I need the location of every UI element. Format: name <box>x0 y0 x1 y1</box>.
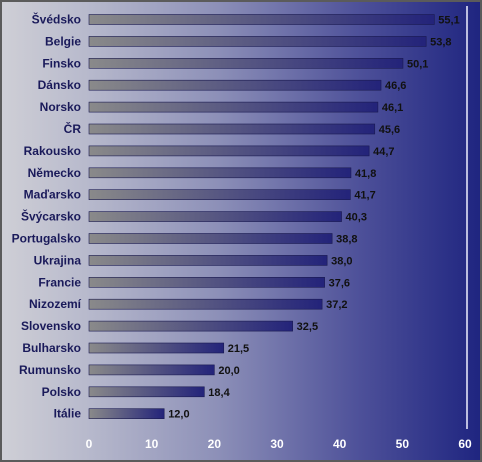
bar-value-label: 41,8 <box>355 168 376 180</box>
category-label: Dánsko <box>38 78 81 92</box>
category-label: Finsko <box>42 56 81 70</box>
category-label: ČR <box>64 121 82 136</box>
bar <box>88 36 427 47</box>
x-tick-label: 40 <box>333 437 347 451</box>
bar <box>88 167 352 179</box>
x-tick-label: 60 <box>458 437 472 451</box>
bar <box>88 342 225 354</box>
category-label: Slovensko <box>21 319 81 333</box>
bar <box>88 276 325 288</box>
category-label: Rumunsko <box>19 363 81 377</box>
bar <box>88 57 404 69</box>
category-label: Belgie <box>45 34 81 48</box>
bar-value-label: 32,5 <box>297 321 318 333</box>
category-label: Itálie <box>54 407 82 421</box>
bar-value-label: 53,8 <box>430 36 451 48</box>
bar <box>88 14 435 25</box>
category-label: Německo <box>28 166 81 180</box>
category-labels: Švédsko Belgie Finsko Dánsko Norsko ČR Rakousk… <box>12 12 82 421</box>
bar-value-label: 40,3 <box>346 212 367 224</box>
bar <box>88 211 342 222</box>
bar-value-label: 44,7 <box>373 146 394 158</box>
category-label: Francie <box>38 275 81 289</box>
category-label: Švédsko <box>32 12 81 27</box>
bar-value-label: 21,5 <box>228 343 249 355</box>
bar-value-label: 41,7 <box>354 190 375 202</box>
x-tick-label: 10 <box>145 437 159 451</box>
bar-value-label: 38,0 <box>331 255 352 267</box>
bar-value-label: 12,0 <box>168 409 189 421</box>
bar <box>88 408 165 420</box>
bar <box>88 364 215 376</box>
bar <box>88 189 351 200</box>
x-tick-label: 0 <box>86 437 93 451</box>
x-tick-label: 30 <box>270 437 284 451</box>
bar <box>88 320 293 332</box>
category-label: Rakousko <box>24 144 81 158</box>
category-label: Bulharsko <box>22 341 81 355</box>
x-tick-label: 50 <box>396 437 410 451</box>
bar <box>88 79 382 91</box>
bar <box>88 123 376 135</box>
category-label: Maďarsko <box>24 188 81 202</box>
bar-value-label: 20,0 <box>218 365 239 377</box>
x-tick-label: 20 <box>208 437 222 451</box>
x-axis-tick-labels: 0 10 20 30 40 50 60 <box>86 437 472 451</box>
bar-value-label: 45,6 <box>379 124 400 136</box>
category-label: Norsko <box>40 100 81 114</box>
bar-value-label: 37,6 <box>329 277 350 289</box>
category-label: Nizozemí <box>29 297 82 311</box>
category-label: Portugalsko <box>12 232 81 246</box>
bar <box>88 233 333 244</box>
bar <box>88 255 328 266</box>
bar-value-label: 18,4 <box>208 387 230 399</box>
bar <box>88 145 370 157</box>
bar-value-label: 37,2 <box>326 299 347 311</box>
bar <box>88 298 323 310</box>
category-label: Ukrajina <box>34 253 82 267</box>
bar-value-label: 50,1 <box>407 58 428 70</box>
category-label: Polsko <box>42 385 81 399</box>
bar <box>88 386 205 398</box>
bar-value-label: 46,1 <box>382 102 403 114</box>
bar <box>88 101 379 113</box>
category-label: Švýcarsko <box>21 209 81 224</box>
bar-value-label: 55,1 <box>438 15 459 27</box>
bar-value-label: 38,8 <box>336 234 357 246</box>
bar-value-label: 46,6 <box>385 80 406 92</box>
value-labels: 55,1 53,850,146,6 46,1 45,6 44,7 41,8 41,7 40,3… <box>168 15 460 421</box>
bars <box>88 14 435 420</box>
